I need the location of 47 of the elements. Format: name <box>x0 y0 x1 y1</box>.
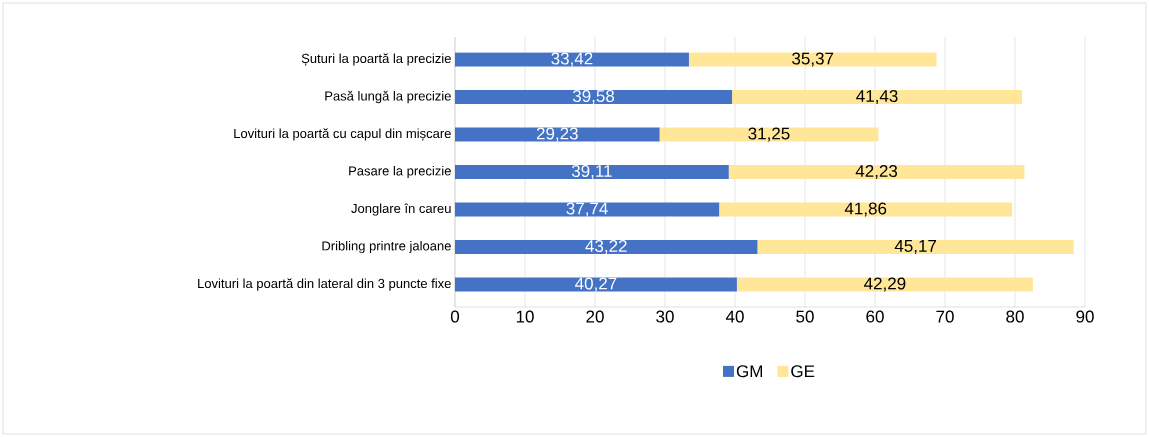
y-tick-label: Lovituri la poartă cu capul din mișcare <box>234 128 451 141</box>
x-tick-label: 30 <box>656 310 674 323</box>
data-label: 39,11 <box>571 164 612 180</box>
x-tick-label: 20 <box>586 310 604 323</box>
bar <box>455 52 689 67</box>
y-tick-label: Lovituri la poartă din lateral din 3 puncte fixe <box>198 278 451 291</box>
x-tick-label: 40 <box>725 310 744 323</box>
bar <box>455 90 733 105</box>
legend-label: GE <box>791 365 815 378</box>
bar <box>455 165 729 179</box>
bar <box>732 90 1023 105</box>
x-tick-label: 60 <box>866 310 884 323</box>
data-label: 35,37 <box>792 52 834 67</box>
bar <box>736 277 1033 292</box>
bar <box>659 127 879 142</box>
x-tick-label: 10 <box>516 310 534 323</box>
data-label: 29,23 <box>536 127 578 142</box>
y-tick-label: Șuturi la poartă la precizie <box>301 53 451 66</box>
bar <box>455 240 758 255</box>
x-tick-label: 70 <box>936 310 954 323</box>
y-tick-label: Dribling printre jaloane <box>322 240 451 254</box>
x-tick-label: 90 <box>1076 310 1094 323</box>
bar <box>728 165 1025 179</box>
y-tick-label: Pasare la precizie <box>349 165 451 179</box>
y-tick-label: Pasă lungă la precizie <box>325 90 451 104</box>
data-label: 41,86 <box>844 202 887 217</box>
x-tick-label: 50 <box>796 310 814 323</box>
x-tick-label: 0 <box>450 310 460 323</box>
x-tick-label: 80 <box>1006 310 1024 323</box>
bar <box>455 277 737 292</box>
y-tick-label: Jonglare în careu <box>351 203 451 216</box>
bar <box>757 240 1074 255</box>
data-label: 31,25 <box>748 127 790 142</box>
data-label: 43,22 <box>585 239 627 255</box>
data-label: 39,58 <box>572 89 615 105</box>
bar <box>688 52 937 67</box>
data-label: 42,29 <box>864 277 906 292</box>
bar <box>719 202 1013 217</box>
legend-label: GM <box>736 365 763 378</box>
data-label: 45,17 <box>894 240 937 254</box>
data-label: 40,27 <box>575 277 617 292</box>
bar <box>455 202 720 217</box>
data-label: 41,43 <box>856 89 898 105</box>
data-label: 33,42 <box>551 52 593 67</box>
data-label: 37,74 <box>566 202 608 217</box>
bar <box>455 127 660 142</box>
data-label: 42,23 <box>855 164 898 180</box>
